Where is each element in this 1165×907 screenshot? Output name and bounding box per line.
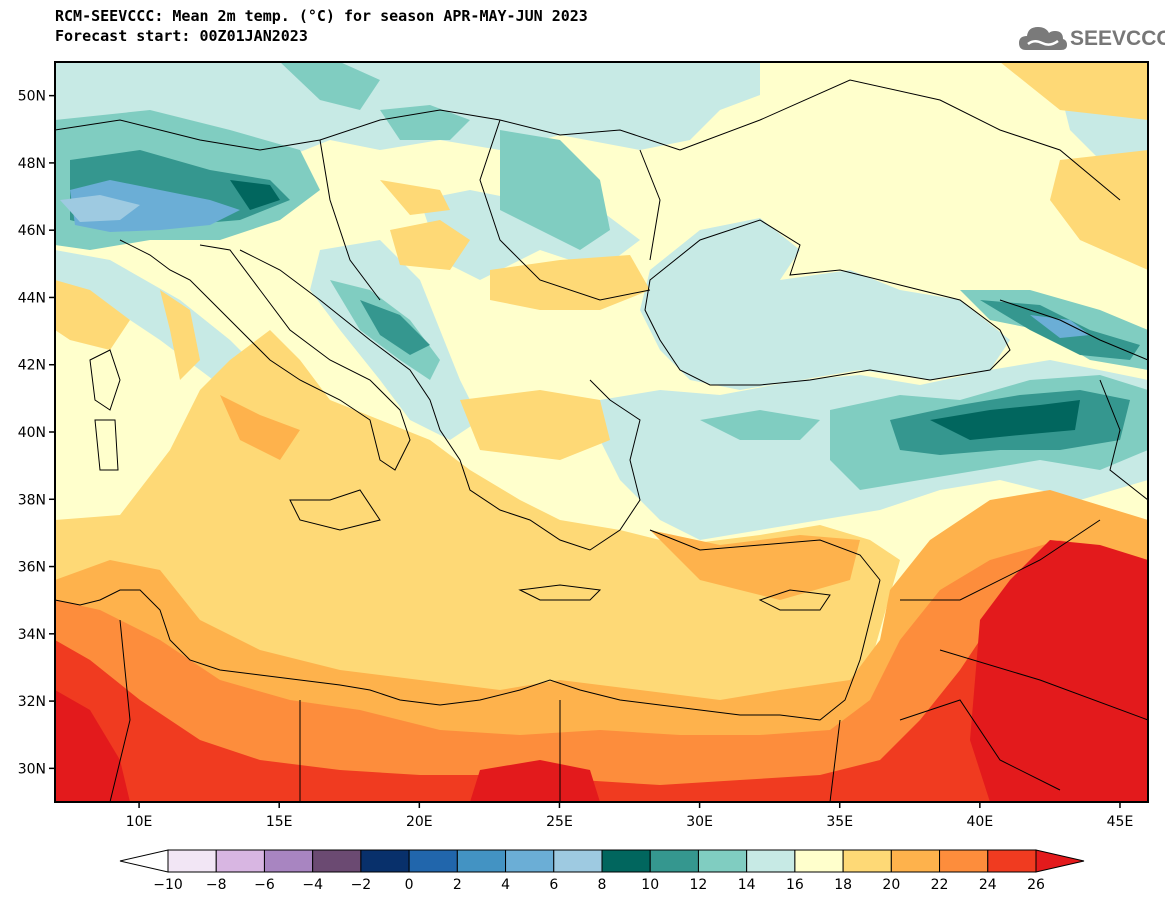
colorbar-label: 12 [690,877,708,893]
colorbar-label: 24 [979,877,997,893]
colorbar-swatch [987,849,1037,873]
lat-tick-label: 34N [18,627,46,643]
title-line-2: Forecast start: 00Z01JAN2023 [55,27,308,45]
colorbar-over-triangle [1035,849,1085,873]
colorbar-label: 16 [786,877,804,893]
lon-tick-label: 25E [546,814,573,830]
lon-tick-label: 10E [126,814,153,830]
lat-tick-label: 30N [18,761,46,777]
colorbar-label: 14 [738,877,756,893]
lat-tick-label: 48N [18,156,46,172]
lon-tick-label: 35E [826,814,853,830]
colorbar-swatch [456,849,507,873]
colorbar-label: −6 [254,877,275,893]
lat-tick-label: 32N [18,694,46,710]
colorbar-swatch [312,849,362,873]
colorbar-label: 26 [1027,877,1045,893]
lat-tick-label: 36N [18,560,46,576]
colorbar-swatch [360,849,410,873]
colorbar-swatch [601,849,651,873]
colorbar-swatch [263,849,314,873]
colorbar-swatch [890,849,941,873]
colorbar-swatch [697,849,748,873]
colorbar-label: −8 [206,877,227,893]
temperature-field [55,62,1148,802]
seevccc-logo: SEEVCCC [1018,22,1165,56]
lat-tick-label: 40N [18,425,46,441]
colorbar-label: 22 [931,877,949,893]
lat-tick-label: 42N [18,358,46,374]
colorbar-label: 6 [549,877,558,893]
colorbar-swatch [842,849,892,873]
colorbar-swatch [505,849,555,873]
colorbar-swatch [939,849,989,873]
lat-tick-label: 46N [18,223,46,239]
title-line-1: RCM-SEEVCCC: Mean 2m temp. (°C) for seas… [55,7,588,25]
black-sea-zone [640,218,1010,390]
colorbar-label: 2 [453,877,462,893]
chart-title: RCM-SEEVCCC: Mean 2m temp. (°C) for seas… [55,6,588,46]
lon-tick-label: 30E [686,814,713,830]
cloud-icon [1019,27,1067,50]
colorbar-swatch [408,849,458,873]
colorbar-label: 20 [882,877,900,893]
colorbar-label: 18 [834,877,852,893]
colorbar-swatch [553,849,603,873]
lat-tick-label: 44N [18,290,46,306]
lon-tick-label: 20E [406,814,433,830]
colorbar-under-triangle [119,849,169,873]
longitude-axis: 10E 15E 20E 25E 30E 35E 40E 45E [126,802,1134,830]
logo-text: SEEVCCC [1070,27,1165,50]
colorbar-label: 10 [641,877,659,893]
lon-tick-label: 40E [967,814,994,830]
lat-tick-label: 50N [18,89,46,105]
colorbar-label: −10 [153,877,183,893]
latitude-axis: 50N 48N 46N 44N 42N 40N 38N 36N 34N 32N 30N [18,89,55,777]
colorbar-swatch [167,849,217,873]
colorbar-label: 4 [501,877,510,893]
colorbar-label: 0 [405,877,414,893]
coastlines [55,79,1148,802]
colorbar-label: −4 [302,877,323,893]
colorbar-swatch [649,849,699,873]
colorbar-swatch [746,849,796,873]
colorbar-label: −2 [351,877,372,893]
lon-tick-label: 45E [1107,814,1134,830]
colorbar-swatch [215,849,265,873]
colorbar: −10 −8 −6 −4 −2 0 2 4 6 8 10 12 14 16 18 20 22 24 26 [119,849,1085,893]
colorbar-swatch [794,849,844,873]
lat-tick-label: 38N [18,492,46,508]
lon-tick-label: 15E [266,814,293,830]
colorbar-label: 8 [598,877,607,893]
